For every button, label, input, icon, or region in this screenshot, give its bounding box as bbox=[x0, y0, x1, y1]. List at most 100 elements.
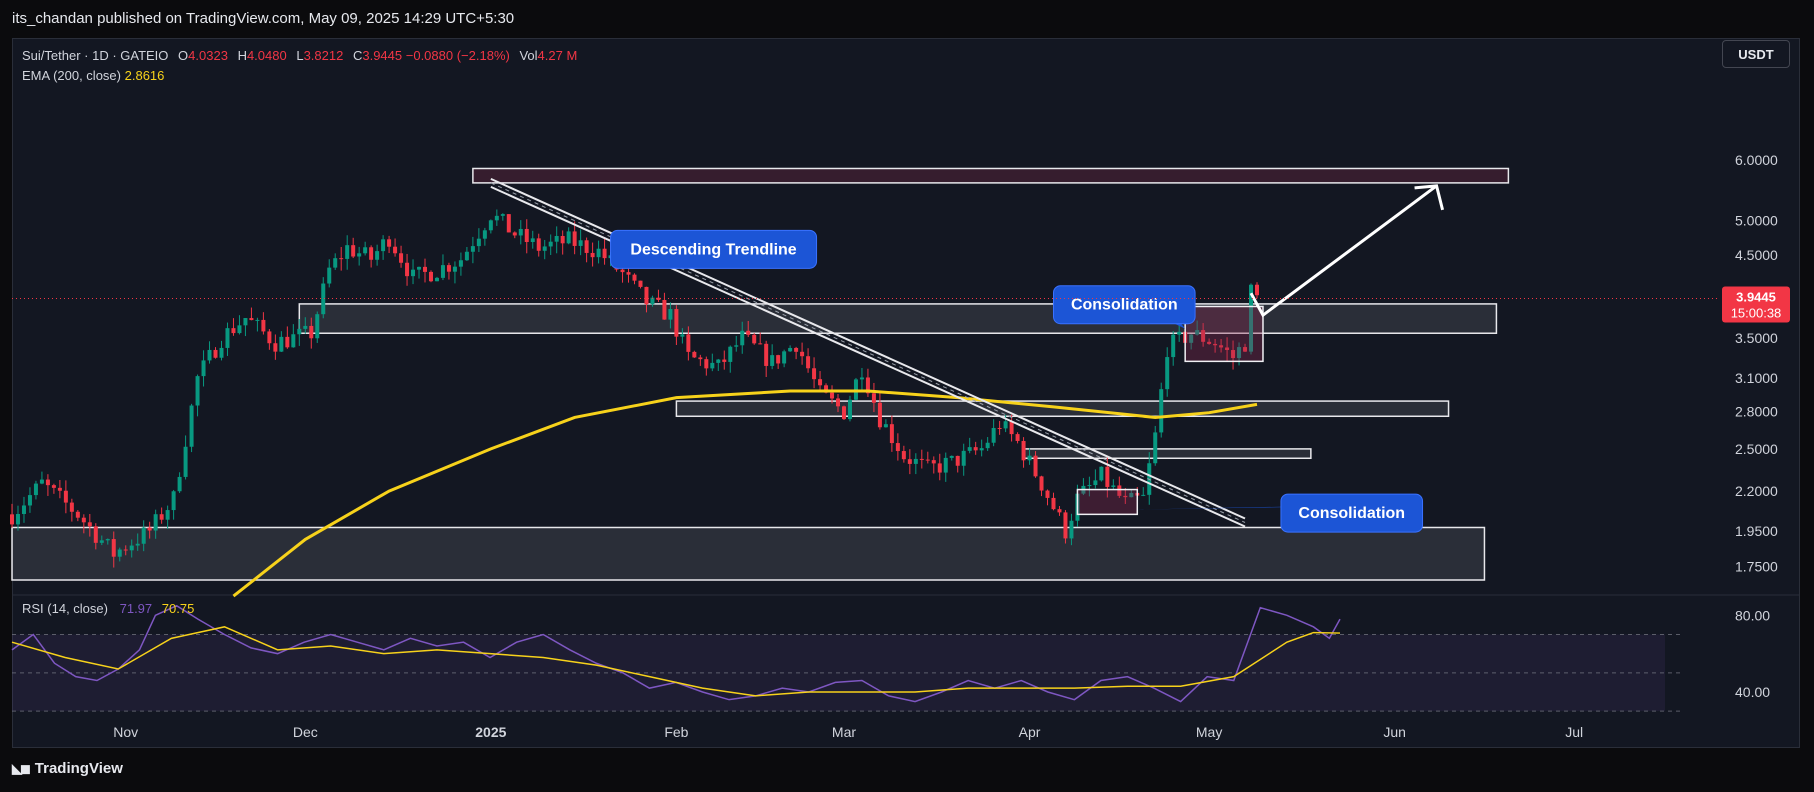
candle-body bbox=[1165, 357, 1170, 390]
candle-body bbox=[674, 309, 679, 337]
sr-zone bbox=[1022, 448, 1312, 460]
candle-body bbox=[698, 357, 703, 360]
candle-body bbox=[135, 543, 140, 546]
price-tick-label: 2.8000 bbox=[1735, 404, 1778, 420]
time-tick-label: Dec bbox=[293, 724, 318, 740]
candle-body bbox=[1177, 331, 1182, 335]
price-tick-label: 5.0000 bbox=[1735, 212, 1778, 228]
candle-body bbox=[650, 297, 655, 305]
open-value: 4.0323 bbox=[188, 48, 228, 63]
price-tick-label: 2.5000 bbox=[1735, 441, 1778, 457]
low-label: L bbox=[296, 48, 304, 63]
candle-body bbox=[428, 271, 433, 282]
callout-box bbox=[1280, 493, 1424, 533]
sr-zone bbox=[472, 167, 1510, 184]
candle-body bbox=[919, 458, 924, 460]
candle-body bbox=[1219, 345, 1224, 348]
candle-body bbox=[776, 355, 781, 364]
candle-body bbox=[1105, 466, 1110, 487]
candle-body bbox=[165, 510, 170, 520]
candle-body bbox=[818, 379, 823, 386]
candle-body bbox=[566, 231, 571, 244]
vol-value: 4.27 M bbox=[537, 48, 578, 63]
high-value: 4.0480 bbox=[246, 48, 287, 63]
candle-body bbox=[997, 427, 1002, 429]
candle-body bbox=[644, 286, 649, 305]
candle-body bbox=[836, 398, 841, 407]
candle-body bbox=[1129, 492, 1134, 498]
candle-body bbox=[722, 359, 727, 362]
candle-body bbox=[219, 347, 224, 358]
callout-label: Consolidation bbox=[1298, 505, 1405, 522]
candle-body bbox=[1171, 334, 1176, 358]
candle-body bbox=[794, 347, 799, 352]
candle-body bbox=[207, 349, 212, 361]
candle-body bbox=[381, 239, 386, 252]
candle-body bbox=[1087, 485, 1092, 487]
candle-body bbox=[309, 325, 314, 339]
candle-body bbox=[99, 540, 104, 543]
candle-body bbox=[895, 443, 900, 452]
candle-body bbox=[10, 514, 14, 525]
candle-body bbox=[440, 265, 445, 278]
candle-body bbox=[423, 266, 428, 272]
price-tick-label: 4.5000 bbox=[1735, 247, 1778, 263]
high-label: H bbox=[237, 48, 247, 63]
candle-body bbox=[93, 526, 98, 543]
candle-body bbox=[716, 359, 721, 363]
tradingview-logo-icon: ◣◼ bbox=[12, 761, 31, 776]
candle-body bbox=[973, 447, 978, 451]
time-tick-label: Jun bbox=[1383, 724, 1406, 740]
candle-body bbox=[458, 260, 463, 267]
candle-body bbox=[87, 522, 92, 527]
current-price-badge bbox=[1722, 286, 1790, 323]
rsi-tick-label: 80.00 bbox=[1735, 607, 1770, 623]
time-tick-label: Apr bbox=[1019, 724, 1041, 740]
candle-body bbox=[740, 330, 745, 346]
candle-body bbox=[704, 359, 709, 369]
candle-body bbox=[285, 336, 290, 348]
consolidation-box bbox=[1184, 305, 1264, 363]
candle-body bbox=[931, 460, 936, 464]
candle-body bbox=[327, 267, 332, 284]
publisher-line: its_chandan published on TradingView.com… bbox=[12, 10, 515, 27]
currency-button[interactable]: USDT bbox=[1722, 40, 1790, 68]
candle-body bbox=[488, 220, 493, 231]
candle-body bbox=[1111, 485, 1116, 487]
candle-body bbox=[596, 248, 601, 258]
price-tick-label: 3.5000 bbox=[1735, 330, 1778, 346]
candle-body bbox=[1195, 330, 1200, 335]
candle-body bbox=[201, 360, 206, 377]
candle-body bbox=[177, 476, 182, 492]
candle-body bbox=[15, 513, 20, 525]
candle-body bbox=[69, 502, 74, 512]
candle-body bbox=[303, 325, 308, 329]
candle-body bbox=[357, 253, 362, 257]
change-value: −0.0880 (−2.18%) bbox=[405, 48, 510, 63]
candle-body bbox=[1027, 455, 1032, 461]
candle-body bbox=[261, 319, 266, 332]
candle-body bbox=[626, 272, 631, 275]
candle-body bbox=[237, 325, 242, 334]
candle-body bbox=[686, 334, 691, 352]
current-price-label: 3.9445 bbox=[1736, 289, 1776, 304]
candle-body bbox=[417, 266, 422, 270]
candle-body bbox=[590, 252, 595, 258]
candle-body bbox=[925, 459, 930, 461]
candle-body bbox=[159, 514, 164, 520]
candle-body bbox=[871, 393, 876, 403]
candle-body bbox=[770, 355, 775, 366]
projection-arrow bbox=[1249, 184, 1438, 318]
candle-body bbox=[111, 539, 116, 557]
rsi-label: RSI (14, close) bbox=[22, 601, 108, 616]
candle-body bbox=[411, 269, 416, 277]
rsi-legend: RSI (14, close) 71.97 70.75 bbox=[22, 601, 194, 616]
ema-200-line bbox=[232, 389, 1258, 598]
candle-body bbox=[913, 458, 918, 464]
candle-body bbox=[620, 269, 625, 273]
candle-body bbox=[692, 351, 697, 358]
candle-body bbox=[375, 251, 380, 260]
candle-body bbox=[800, 351, 805, 357]
price-tick-label: 3.1000 bbox=[1735, 370, 1778, 386]
